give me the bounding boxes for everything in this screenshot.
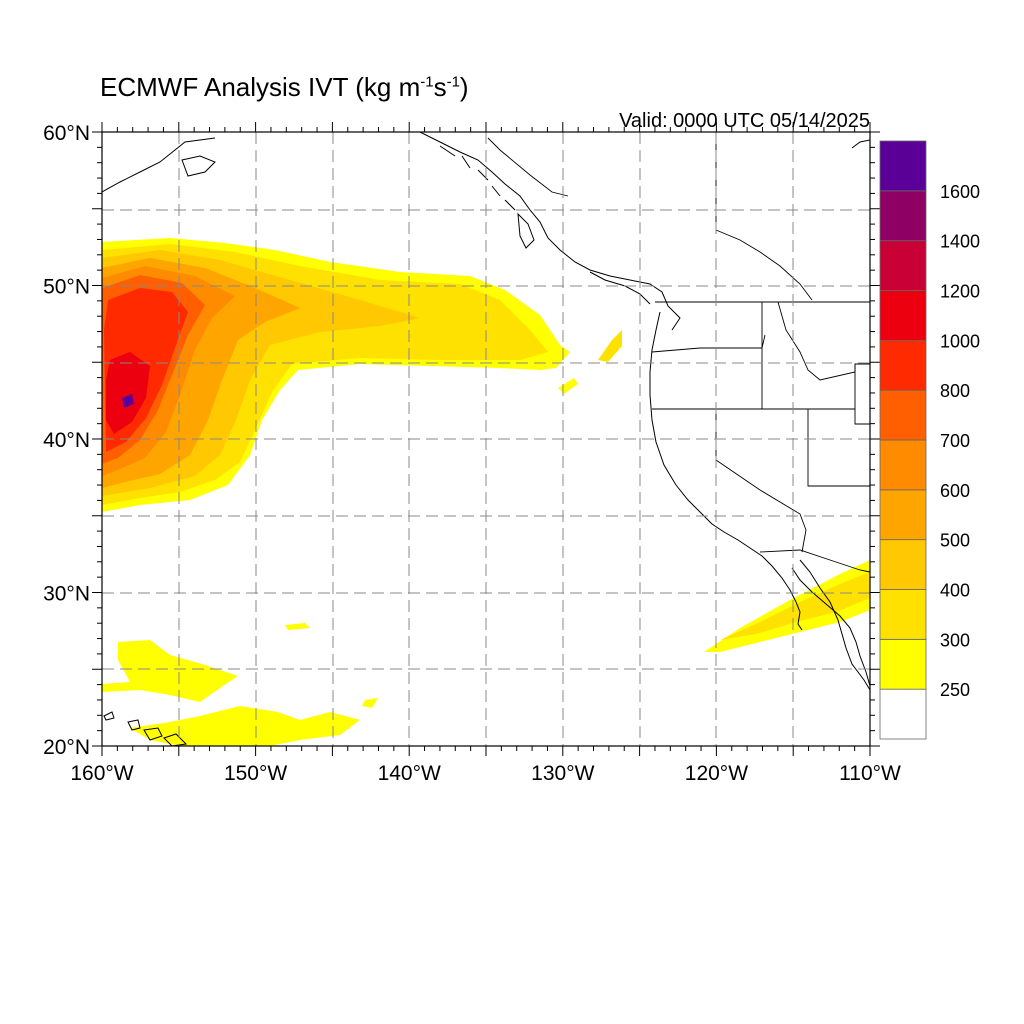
- ivt-patch-small-2: [362, 698, 378, 708]
- colorbar-label: 1200: [940, 282, 980, 302]
- ivt-patch-hawaii-north: [102, 640, 238, 702]
- colorbar-segment: [879, 240, 927, 291]
- aleutian-fragment: [181, 155, 216, 177]
- gulf-of-california-coast: [799, 559, 870, 691]
- colorbar-segment: [879, 439, 927, 491]
- axis-ticks: [92, 122, 880, 756]
- canada-coast-north: [851, 139, 870, 149]
- longitude-labels: 160°W 150°W 140°W 130°W 120°W 110°W: [70, 762, 901, 785]
- ivt-field: [102, 238, 870, 746]
- nevada-california-border: [715, 409, 807, 553]
- title-text-suffix: ): [459, 72, 469, 102]
- canada-interior-line: [715, 132, 813, 301]
- colorbar-segment: [879, 339, 927, 391]
- ivt-patch-hawaii-south: [130, 706, 360, 746]
- political-borders: [487, 132, 870, 573]
- alaska-panhandle-coast: [419, 132, 681, 331]
- colorbar-segment: [879, 688, 927, 740]
- lat-tick-label: 60°N: [43, 122, 90, 145]
- lat-tick-label: 50°N: [43, 276, 90, 299]
- ivt-band-baja-300: [720, 572, 870, 640]
- idaho-border: [761, 301, 870, 409]
- colorbar-label: 300: [940, 630, 970, 650]
- alaska-canada-border: [487, 137, 569, 197]
- title-exponent-2: -1: [446, 73, 460, 91]
- colorbar-segment: [879, 290, 927, 341]
- latitude-labels: 60°N 50°N 40°N 30°N 20°N: [43, 122, 90, 759]
- washington-oregon-border: [651, 334, 766, 353]
- lon-tick-label: 140°W: [378, 762, 441, 785]
- valid-time-label: Valid: 0000 UTC 05/14/2025: [619, 110, 870, 132]
- colorbar-label: 500: [940, 531, 970, 551]
- coastlines: [102, 132, 870, 746]
- lat-tick-label: 40°N: [43, 429, 90, 452]
- lon-tick-label: 130°W: [531, 762, 594, 785]
- ivt-patch-offshore-2: [558, 378, 578, 394]
- us-mexico-border: [759, 549, 870, 573]
- lon-tick-label: 150°W: [224, 762, 287, 785]
- ivt-patch-offshore-1: [598, 330, 622, 362]
- utah-border: [807, 409, 870, 487]
- ivt-patch-small-1: [285, 623, 310, 630]
- graticule: [102, 132, 870, 746]
- us-west-coast: [649, 311, 803, 631]
- hawaii-island-3: [143, 727, 163, 741]
- colorbar-segment: [879, 389, 927, 441]
- queen-charlotte-islands: [517, 212, 535, 249]
- colorbar-label: 700: [940, 431, 970, 451]
- title-text: ECMWF Analysis IVT (kg m: [100, 72, 421, 102]
- vancouver-island: [589, 271, 651, 305]
- lon-tick-label: 110°W: [839, 762, 901, 785]
- title-exponent-1: -1: [420, 73, 434, 91]
- lat-tick-label: 30°N: [43, 583, 90, 606]
- baja-peninsula-coast: [791, 567, 870, 687]
- ivt-plume-1000: [106, 352, 150, 434]
- montana-border: [854, 364, 870, 425]
- lon-tick-label: 160°W: [70, 762, 133, 785]
- hawaii-island-4: [163, 733, 188, 746]
- alaska-coast: [102, 137, 216, 193]
- colorbar-segment: [879, 539, 927, 590]
- colorbar-label: 600: [940, 481, 970, 501]
- colorbar-label: 800: [940, 381, 970, 401]
- colorbar-segment: [879, 140, 927, 192]
- colorbar-segment: [879, 638, 927, 690]
- colorbar-segment: [879, 190, 927, 242]
- hawaii-island-1: [103, 711, 115, 721]
- colorbar-label: 1400: [940, 232, 980, 252]
- colorbar: 250 300 400 500 600 700 800 1000 1200 1400 1600: [879, 140, 980, 740]
- colorbar-label: 400: [940, 581, 970, 601]
- lat-tick-label: 20°N: [43, 736, 90, 759]
- colorbar-label: 1600: [940, 182, 980, 202]
- ivt-plume-1200: [122, 394, 134, 408]
- lon-tick-label: 120°W: [685, 762, 748, 785]
- map-title: ECMWF Analysis IVT (kg m-1s-1): [100, 72, 469, 103]
- colorbar-label: 250: [940, 680, 970, 700]
- colorbar-segment: [879, 489, 927, 541]
- southeast-alaska-islands: [439, 145, 516, 211]
- colorbar-segment: [879, 589, 927, 640]
- title-text-mid: s: [433, 72, 447, 102]
- hawaii-island-2: [127, 719, 141, 731]
- colorbar-label: 1000: [940, 331, 980, 351]
